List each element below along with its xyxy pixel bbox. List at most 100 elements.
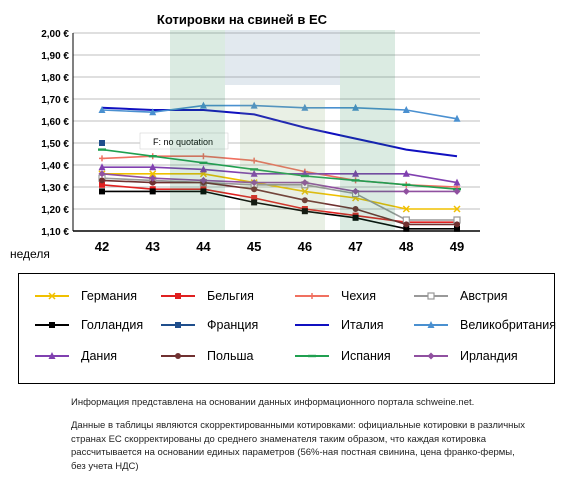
- data-point: [352, 187, 360, 195]
- y-tick-label: 2,00 €: [41, 29, 69, 40]
- legend-label: Австрия: [460, 289, 508, 303]
- legend-label: Дания: [81, 349, 118, 363]
- series-line: [101, 173, 457, 193]
- footer-source: Информация представлена на основании дан…: [71, 397, 475, 408]
- data-point: [402, 169, 410, 177]
- data-point: [149, 179, 156, 186]
- series-line: [102, 173, 457, 210]
- data-point: [99, 188, 105, 195]
- annotation-text: F: no quotation: [153, 137, 213, 147]
- data-point: [352, 214, 359, 221]
- data-point: [301, 187, 309, 195]
- legend-label: Ирландия: [460, 349, 518, 363]
- annotation-box: F: no quotation: [139, 132, 229, 150]
- data-point: [148, 155, 157, 158]
- legend-swatch: [161, 322, 195, 328]
- series-layer: [98, 101, 461, 232]
- legend-item: Италия: [295, 316, 384, 334]
- tick-labels: 1,10 € 1,20 € 1,30 € 1,40 € 1,50 € 1,60 € 1,70…: [41, 29, 464, 254]
- data-point: [98, 170, 106, 178]
- data-point: [250, 168, 259, 171]
- data-point: [250, 169, 258, 177]
- data-point: [453, 114, 461, 122]
- data-point: [149, 163, 157, 171]
- y-tick-label: 1,80 €: [41, 73, 69, 84]
- legend-item: Польша: [161, 347, 253, 365]
- data-point: [49, 322, 55, 328]
- y-tick-label: 1,20 €: [41, 205, 69, 216]
- data-point: [402, 187, 410, 195]
- data-point: [200, 153, 207, 160]
- legend-label: Великобритания: [460, 318, 556, 332]
- y-tick-label: 1,10 €: [41, 227, 69, 238]
- data-point: [199, 101, 207, 109]
- data-point: [403, 221, 410, 228]
- data-point: [301, 197, 308, 204]
- watermark-logo: [170, 30, 395, 230]
- data-point: [99, 177, 105, 184]
- data-point: [251, 195, 258, 201]
- data-point: [453, 178, 461, 186]
- legend-item: Великобритания: [414, 316, 556, 334]
- data-point: [48, 352, 56, 359]
- data-point: [99, 181, 105, 188]
- data-point: [251, 157, 258, 164]
- legend-item: Австрия: [414, 287, 508, 305]
- data-point: [149, 170, 157, 178]
- data-point: [149, 188, 156, 195]
- legend-item: Франция: [161, 316, 258, 334]
- data-point: [99, 140, 105, 146]
- legend-label: Франция: [207, 318, 259, 332]
- data-point: [453, 205, 461, 213]
- legend-label: Голландия: [81, 318, 144, 332]
- legend-label: Польша: [207, 349, 254, 363]
- y-tick-label: 1,40 €: [41, 161, 69, 172]
- data-point: [175, 293, 181, 299]
- data-point: [454, 221, 460, 228]
- data-point: [99, 155, 105, 162]
- legend-item: Германия: [35, 287, 137, 305]
- legend-label: Испания: [341, 349, 391, 363]
- data-point: [427, 321, 435, 328]
- data-point: [300, 174, 309, 178]
- legend-swatch: [35, 352, 69, 359]
- data-point: [403, 225, 410, 232]
- data-point: [250, 179, 258, 187]
- legend-swatch: [161, 293, 195, 299]
- series-Ирландия: [98, 170, 461, 195]
- series-line: [101, 177, 457, 221]
- x-tick-label: 42: [95, 239, 109, 254]
- data-point: [251, 199, 258, 206]
- data-point: [308, 354, 316, 358]
- data-point: [98, 148, 106, 151]
- data-point: [199, 176, 207, 184]
- legend-label: Бельгия: [207, 289, 254, 303]
- series-Франция: [99, 140, 105, 146]
- data-point: [98, 106, 106, 113]
- x-tick-label: 47: [348, 239, 362, 254]
- data-point: [309, 293, 315, 299]
- data-point: [454, 225, 460, 232]
- legend: Германия Бельгия Чехия Австрия Голландия Фран…: [18, 273, 556, 384]
- legend-item: Испания: [295, 347, 391, 365]
- x-tick-label: 44: [196, 239, 211, 254]
- legend-item: Дания: [35, 347, 117, 365]
- data-point: [301, 208, 308, 215]
- data-point: [427, 292, 435, 300]
- legend-item: Бельгия: [161, 287, 254, 305]
- series-line: [101, 148, 458, 190]
- data-point: [352, 206, 359, 212]
- series-line: [102, 166, 458, 184]
- series-Голландия: [99, 188, 460, 232]
- data-point: [251, 186, 258, 193]
- x-axis-title: неделя: [10, 247, 50, 261]
- legend-item: Чехия: [295, 287, 376, 305]
- footer-note: Данные в таблицы являются скорректирован…: [71, 420, 525, 472]
- legend-swatch: [414, 352, 448, 360]
- data-point: [175, 353, 181, 359]
- data-point: [48, 292, 56, 300]
- legend-swatch: [414, 292, 448, 300]
- y-tick-label: 1,60 €: [41, 117, 69, 128]
- legend-item: Голландия: [35, 316, 143, 334]
- series-line: [101, 106, 458, 158]
